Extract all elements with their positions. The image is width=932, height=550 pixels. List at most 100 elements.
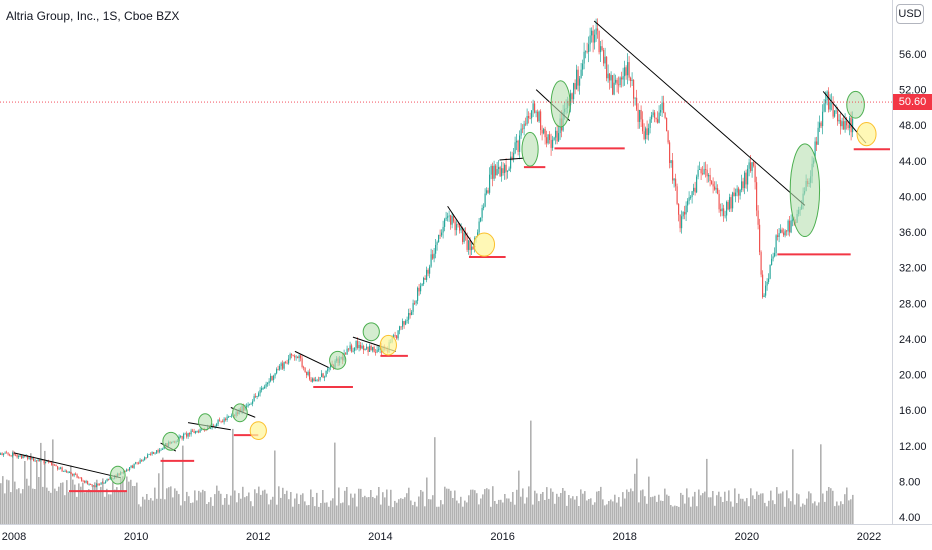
price-candle <box>63 470 65 472</box>
price-candle <box>784 229 786 238</box>
candle-body <box>426 269 428 280</box>
price-candle <box>426 266 428 283</box>
volume-bar <box>580 489 582 524</box>
candle-body <box>60 467 62 469</box>
price-candle <box>673 178 675 188</box>
volume-bar <box>314 506 316 524</box>
price-candle <box>228 415 230 418</box>
candle-body <box>406 319 408 321</box>
price-candle <box>507 170 509 179</box>
price-candle <box>526 108 528 126</box>
candle-body <box>835 110 837 112</box>
volume-bar <box>712 491 714 524</box>
volume-bar <box>24 461 26 524</box>
candle-body <box>693 187 695 192</box>
volume-bar <box>694 491 696 524</box>
volume-bar <box>190 503 192 524</box>
time-axis[interactable]: 2008 2010 2012 2014 2016 2018 2020 2022 <box>2 531 881 543</box>
volume-bar <box>794 504 796 524</box>
volume-bar <box>200 492 202 524</box>
volume-bar <box>614 494 616 524</box>
volume-bar <box>278 486 280 524</box>
volume-bar <box>690 506 692 524</box>
volume-bar <box>586 500 588 524</box>
volume-bar <box>62 482 64 524</box>
price-candle <box>256 395 258 400</box>
volume-bar <box>698 489 700 524</box>
volume-bar <box>564 490 566 524</box>
candle-body <box>79 477 81 479</box>
candle-body <box>678 203 680 215</box>
candle-body <box>136 462 138 464</box>
candle-body <box>841 121 843 127</box>
volume-bar <box>2 476 4 524</box>
volume-bar <box>64 495 66 524</box>
price-candle <box>291 353 293 359</box>
volume-bar <box>34 489 36 524</box>
volume-bar <box>454 490 456 524</box>
price-axis[interactable]: 4.00 8.00 12.00 16.00 20.00 24.00 28.00 32.00 36… <box>899 49 927 524</box>
candle-body <box>834 110 836 117</box>
price-candle <box>361 342 363 350</box>
volume-bar <box>14 481 16 524</box>
price-candle <box>591 27 593 43</box>
candle-body <box>190 430 192 435</box>
price-candle <box>93 485 95 487</box>
volume-bar <box>436 506 438 524</box>
volume-bar <box>674 505 676 524</box>
volume-bar <box>274 450 276 524</box>
trend-line <box>13 452 121 479</box>
price-candle <box>663 95 665 114</box>
price-candle <box>736 185 738 197</box>
price-candle <box>180 435 182 439</box>
price-candle <box>577 66 579 92</box>
price-candle <box>574 79 576 95</box>
price-candle <box>78 476 80 479</box>
price-candle <box>667 130 669 145</box>
candle-body <box>492 166 494 179</box>
volume-bar <box>838 505 840 524</box>
candle-body <box>322 373 324 378</box>
volume-bar <box>516 489 518 524</box>
price-candle <box>321 370 323 378</box>
volume-bar <box>704 491 706 524</box>
volume-bar <box>464 500 466 524</box>
price-candle <box>582 59 584 76</box>
price-candle <box>433 248 435 263</box>
candle-body <box>655 117 657 120</box>
candle-body <box>463 233 465 242</box>
price-candle <box>19 454 21 458</box>
price-candle <box>265 381 267 389</box>
volume-bar <box>0 483 2 524</box>
candle-body <box>141 460 143 461</box>
price-candle <box>741 174 743 193</box>
price-candle <box>274 372 276 379</box>
price-candle <box>676 183 678 206</box>
volume-bar <box>378 487 380 524</box>
volume-bar <box>382 492 384 524</box>
price-candle <box>778 228 780 243</box>
volume-bar <box>154 487 156 524</box>
volume-bar <box>458 503 460 524</box>
currency-button[interactable]: USD <box>896 4 924 24</box>
volume-bar <box>364 495 366 524</box>
volume-bar <box>168 487 170 524</box>
candle-body <box>378 349 380 351</box>
price-candle <box>400 326 402 330</box>
price-candle <box>648 123 650 141</box>
price-candle <box>520 123 522 139</box>
volume-bar <box>368 497 370 524</box>
candle-body <box>13 452 15 455</box>
price-candle <box>127 468 129 471</box>
candle-body <box>726 201 728 216</box>
volume-bar <box>666 494 668 524</box>
candle-body <box>102 482 104 484</box>
candle-body <box>786 230 788 232</box>
volume-bar <box>736 503 738 524</box>
price-candle <box>786 230 788 236</box>
price-candle <box>600 41 602 62</box>
price-candle <box>760 250 762 278</box>
price-candle <box>498 160 500 174</box>
candle-body <box>597 28 599 31</box>
